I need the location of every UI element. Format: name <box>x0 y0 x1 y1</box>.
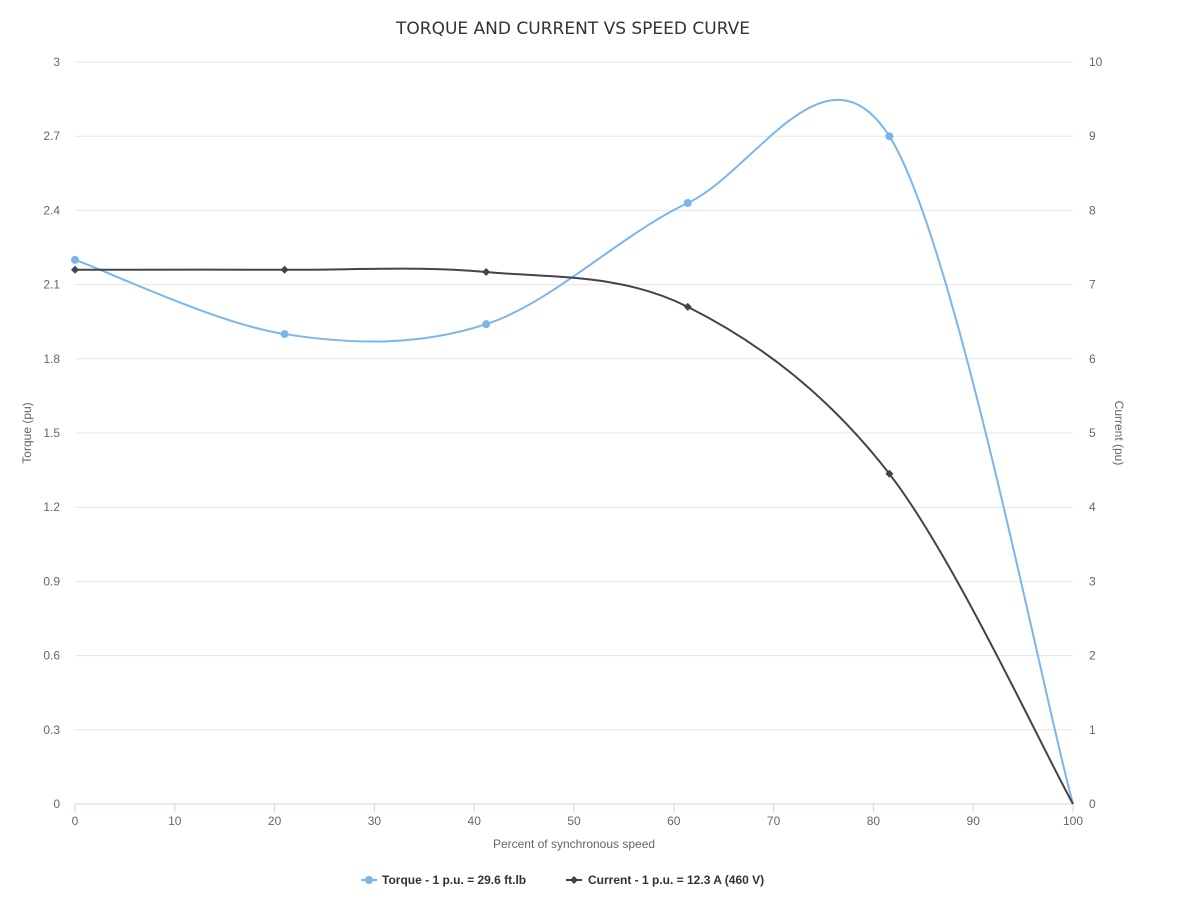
legend-torque-label: Torque - 1 p.u. = 29.6 ft.lb <box>382 873 526 887</box>
series-layer <box>71 98 1074 805</box>
legend[interactable]: Torque - 1 p.u. = 29.6 ft.lb Current - 1… <box>361 873 764 887</box>
left-tick-label: 1.8 <box>43 352 60 366</box>
legend-current-marker <box>570 876 578 884</box>
legend-item-current[interactable]: Current - 1 p.u. = 12.3 A (460 V) <box>566 873 764 887</box>
left-tick-label: 2.1 <box>43 278 60 292</box>
x-axis-ticks: 0 10 20 30 40 50 60 70 80 90 100 <box>72 804 1083 828</box>
data-point[interactable] <box>71 265 79 274</box>
x-tick-label: 40 <box>468 814 482 828</box>
right-tick-label: 4 <box>1089 500 1096 514</box>
x-tick-label: 50 <box>567 814 581 828</box>
grid-lines <box>75 61 1073 731</box>
x-tick-label: 30 <box>368 814 382 828</box>
left-tick-label: 3 <box>53 55 60 69</box>
left-tick-label: 0.3 <box>43 723 60 737</box>
right-axis-title: Current (pu) <box>1112 401 1126 466</box>
data-point[interactable] <box>683 198 692 207</box>
data-point[interactable] <box>885 132 894 141</box>
right-tick-label: 5 <box>1089 426 1096 440</box>
data-point[interactable] <box>280 330 289 339</box>
left-axis-title: Torque (pu) <box>20 402 34 463</box>
right-tick-label: 8 <box>1089 203 1096 217</box>
x-axis-title: Percent of synchronous speed <box>493 837 655 851</box>
x-tick-label: 10 <box>168 814 182 828</box>
data-point[interactable] <box>482 267 491 276</box>
x-tick-label: 60 <box>667 814 681 828</box>
left-tick-label: 2.4 <box>43 203 60 217</box>
data-point[interactable] <box>280 265 289 274</box>
legend-current-label: Current - 1 p.u. = 12.3 A (460 V) <box>588 873 764 887</box>
right-axis-ticks: 0 1 2 3 4 5 6 7 8 9 10 <box>1089 55 1103 811</box>
right-tick-label: 2 <box>1089 649 1096 663</box>
data-point[interactable] <box>482 320 491 329</box>
x-tick-label: 100 <box>1063 814 1083 828</box>
x-tick-label: 20 <box>268 814 282 828</box>
x-tick-label: 90 <box>967 814 981 828</box>
chart-title: TORQUE AND CURRENT VS SPEED CURVE <box>395 19 750 39</box>
right-tick-label: 1 <box>1089 723 1096 737</box>
left-tick-label: 2.7 <box>43 129 60 143</box>
series-line <box>74 267 1074 805</box>
right-tick-label: 9 <box>1089 129 1096 143</box>
series-torque <box>71 98 1074 805</box>
legend-item-torque[interactable]: Torque - 1 p.u. = 29.6 ft.lb <box>361 873 526 887</box>
x-tick-label: 0 <box>72 814 79 828</box>
legend-torque-marker <box>365 876 373 884</box>
right-tick-label: 3 <box>1089 574 1096 588</box>
data-point[interactable] <box>885 469 894 478</box>
left-tick-label: 0 <box>53 797 60 811</box>
right-tick-label: 6 <box>1089 352 1096 366</box>
series-current <box>71 265 1074 805</box>
left-tick-label: 1.5 <box>43 426 60 440</box>
left-tick-label: 0.9 <box>43 574 60 588</box>
right-tick-label: 0 <box>1089 797 1096 811</box>
x-tick-label: 70 <box>767 814 781 828</box>
right-tick-label: 7 <box>1089 278 1096 292</box>
left-tick-label: 1.2 <box>43 500 60 514</box>
left-tick-label: 0.6 <box>43 649 60 663</box>
data-point[interactable] <box>71 255 79 264</box>
data-point[interactable] <box>683 302 692 311</box>
x-tick-label: 80 <box>867 814 881 828</box>
left-axis-ticks: 0 0.3 0.6 0.9 1.2 1.5 1.8 2.1 2.4 2.7 3 <box>43 55 60 811</box>
right-tick-label: 10 <box>1089 55 1103 69</box>
